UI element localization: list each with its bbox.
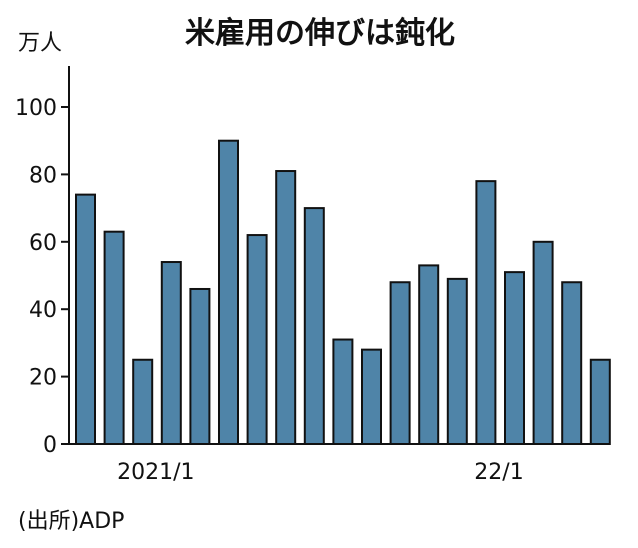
y-tick-label: 40 <box>29 298 57 323</box>
bar <box>275 170 297 445</box>
bar <box>303 207 325 445</box>
bar <box>160 261 182 445</box>
bar <box>103 230 125 445</box>
chart-title: 米雇用の伸びは鈍化 <box>185 16 455 51</box>
y-tick-label: 0 <box>43 433 57 458</box>
bar <box>361 348 382 446</box>
bar <box>418 264 440 446</box>
bar <box>132 358 154 445</box>
x-tick-label: 2021/1 <box>117 460 194 485</box>
source-note: (出所)ADP <box>18 509 124 534</box>
y-tick-label: 20 <box>29 366 57 391</box>
bar <box>218 139 239 445</box>
bar <box>504 271 525 445</box>
bar <box>75 193 96 445</box>
y-tick-label: 80 <box>29 163 57 188</box>
bar <box>189 287 211 446</box>
y-tick-label: 60 <box>29 231 57 256</box>
bar <box>246 234 268 445</box>
bars <box>75 139 611 446</box>
bar <box>532 240 554 445</box>
bar <box>561 281 583 445</box>
bar <box>589 358 611 445</box>
x-axis-ticks: 2021/1 22/1 <box>117 460 524 485</box>
bar <box>332 338 354 445</box>
y-tick-label: 100 <box>15 96 57 121</box>
bar <box>446 277 468 445</box>
bar <box>389 281 411 445</box>
y-axis-ticks: 0 20 40 60 80 100 <box>15 96 69 458</box>
bar <box>475 180 497 445</box>
y-axis-unit: 万人 <box>18 31 62 56</box>
x-tick-label: 22/1 <box>474 460 523 485</box>
